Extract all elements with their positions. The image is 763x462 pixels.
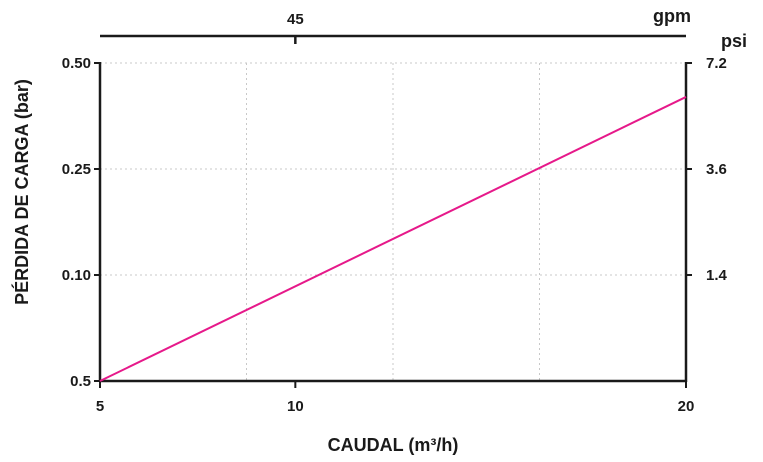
series [99,96,687,382]
top-axis-unit: gpm [653,6,691,26]
axes [98,34,688,383]
grid [100,62,686,381]
y-tick-label: 0.50 [62,55,91,72]
y-tick-label: 0.10 [62,267,91,284]
ticks: 0.5 0.10 0.25 0.50 1.4 3.6 7.2 5 10 20 45 [62,11,728,415]
secondary-y-tick-label: 3.6 [706,161,727,178]
x-axis-label: CAUDAL (m³/h) [328,435,459,455]
secondary-y-tick-label: 7.2 [706,55,727,72]
x-tick-label: 10 [287,398,304,415]
secondary-x-tick-label: 45 [287,11,304,28]
secondary-y-tick-label: 1.4 [706,267,728,284]
y-tick-label: 0.25 [62,161,91,178]
right-axis-unit: psi [721,31,747,51]
x-tick-label: 20 [678,398,695,415]
x-tick-label: 5 [96,398,104,415]
y-tick-label: 0.5 [70,373,91,390]
series-line [99,96,687,382]
y-axis-label: PÉRDIDA DE CARGA (bar) [11,79,32,305]
